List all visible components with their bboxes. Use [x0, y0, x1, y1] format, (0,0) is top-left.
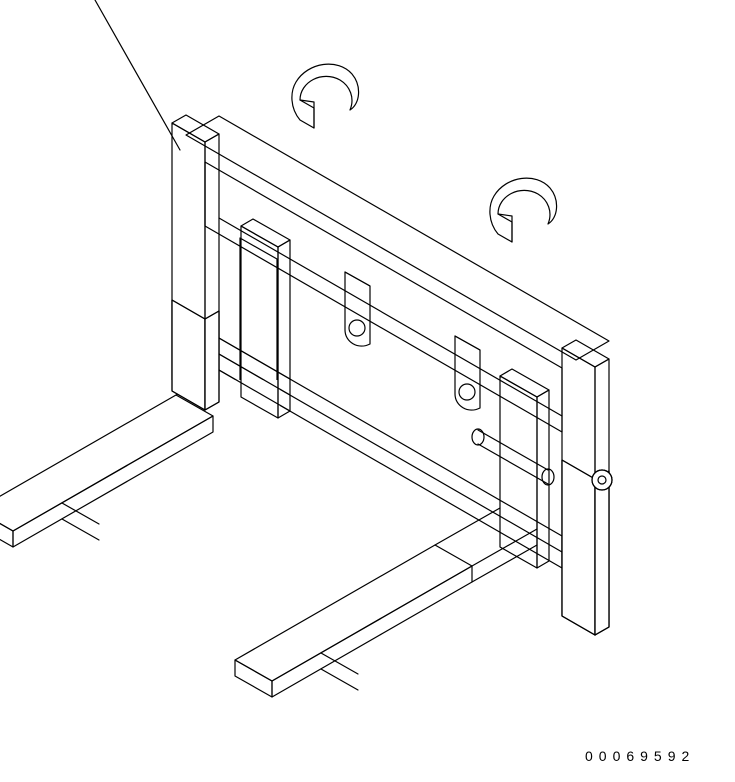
left-mounting-hook	[292, 64, 359, 128]
right-mounting-hook	[490, 178, 557, 242]
part-number-label: 00069592	[585, 748, 695, 764]
fork-attachment-diagram	[0, 0, 735, 782]
left-plate-lower-restore	[172, 300, 219, 410]
left-fork-tine-clean	[0, 219, 290, 580]
right-plate-restore	[562, 460, 612, 635]
leader-line	[95, 0, 180, 150]
lower-pin	[472, 429, 554, 485]
